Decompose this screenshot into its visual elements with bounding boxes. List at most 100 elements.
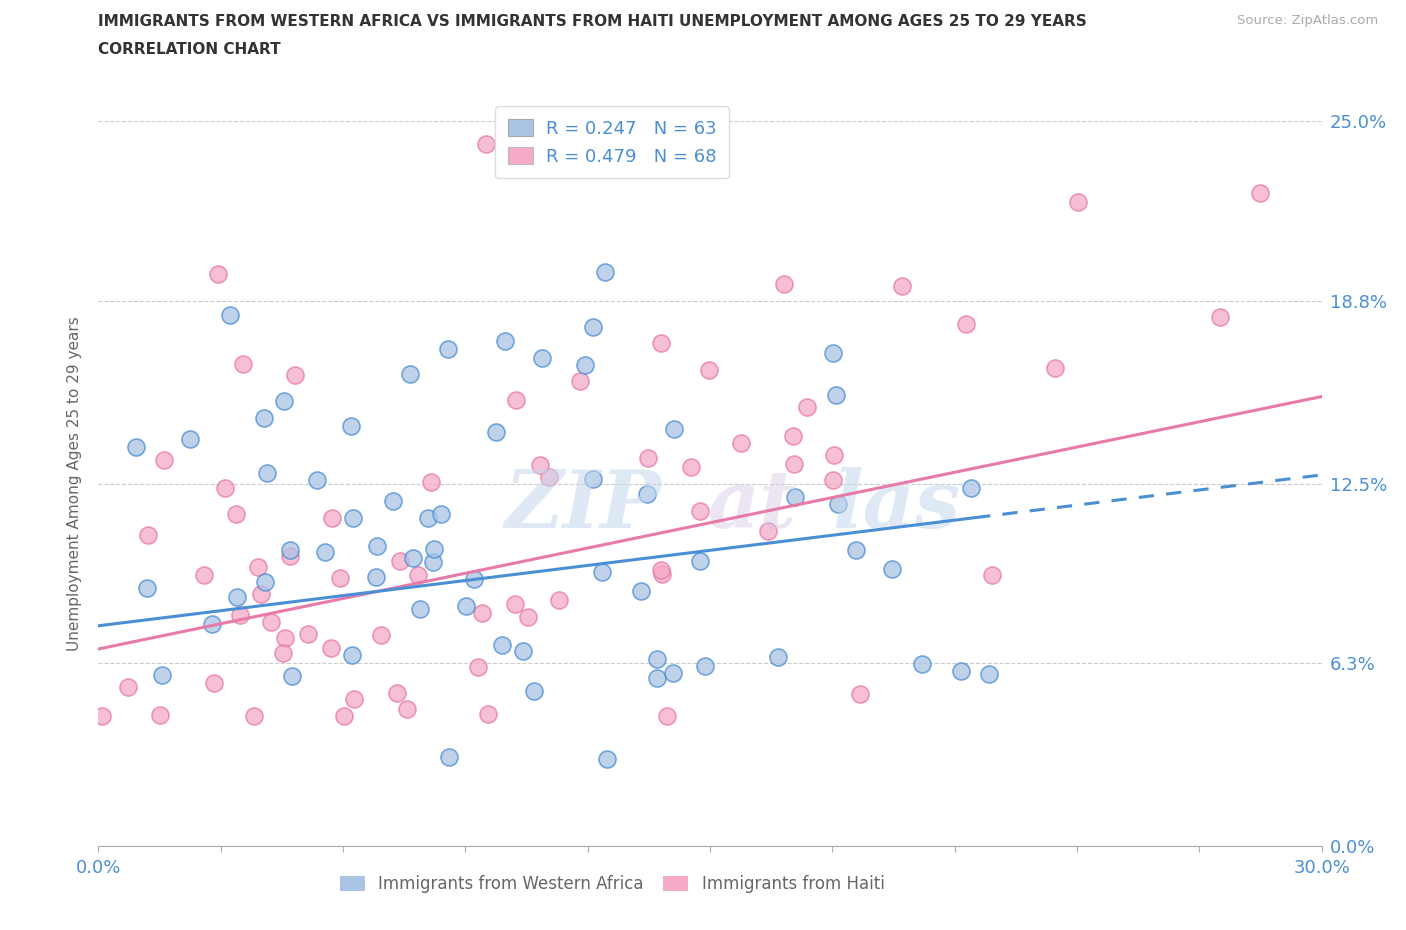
Point [697,363,720,378]
Point [260,615,283,630]
Point [297,626,319,641]
Point [689,553,711,568]
Point [193,567,215,582]
Point [474,137,498,152]
Point [821,473,844,488]
Point [232,357,254,372]
Point [849,687,872,702]
Point [477,706,499,721]
Point [273,394,295,409]
Point [783,457,806,472]
Point [91,709,114,724]
Point [273,646,295,661]
Point [645,671,668,685]
Point [503,596,526,611]
Point [387,686,409,701]
Point [1249,186,1271,201]
Point [321,641,343,656]
Point [202,675,225,690]
Point [581,319,603,334]
Point [152,668,174,683]
Point [782,429,804,444]
Point [662,421,685,436]
Point [537,470,560,485]
Point [422,555,444,570]
Point [756,524,779,538]
Point [512,644,534,658]
Point [136,527,159,542]
Point [467,659,489,674]
Text: las: las [832,467,960,544]
Point [117,680,139,695]
Point [179,432,201,446]
Point [1067,194,1090,209]
Point [342,511,364,525]
Point [423,541,446,556]
Point [333,709,356,724]
Point [246,560,269,575]
Point [201,617,224,631]
Point [650,336,672,351]
Point [382,494,405,509]
Text: at: at [709,467,797,544]
Text: IMMIGRANTS FROM WESTERN AFRICA VS IMMIGRANTS FROM HAITI UNEMPLOYMENT AMONG AGES : IMMIGRANTS FROM WESTERN AFRICA VS IMMIGR… [98,14,1087,29]
Point [529,458,551,472]
Point [823,448,845,463]
Point [366,539,388,554]
Point [651,566,673,581]
Point [406,567,429,582]
Point [825,387,848,402]
Point [636,487,658,502]
Point [548,592,571,607]
Point [910,657,932,671]
Point [305,472,328,487]
Point [647,651,669,666]
Point [253,410,276,425]
Point [574,357,596,372]
Point [494,334,516,349]
Text: Source: ZipAtlas.com: Source: ZipAtlas.com [1237,14,1378,27]
Point [485,424,508,439]
Point [845,542,868,557]
Point [491,638,513,653]
Point [693,658,716,673]
Point [1209,309,1232,324]
Point [364,569,387,584]
Point [153,453,176,468]
Point [340,418,363,433]
Point [827,497,849,512]
Point [256,465,278,480]
Point [891,279,914,294]
Point [340,647,363,662]
Point [796,400,818,415]
Point [229,607,252,622]
Point [523,684,546,698]
Point [280,542,302,557]
Point [219,308,242,323]
Point [278,549,301,564]
Point [436,341,458,356]
Point [582,472,605,487]
Point [505,392,527,407]
Point [591,565,613,579]
Point [637,450,659,465]
Point [650,563,672,578]
Point [655,709,678,724]
Point [689,503,711,518]
Point [773,277,796,292]
Point [214,480,236,495]
Point [569,374,592,389]
Point [630,584,652,599]
Point [281,669,304,684]
Point [135,580,157,595]
Point [149,708,172,723]
Point [274,631,297,645]
Point [679,459,702,474]
Point [370,628,392,643]
Point [409,602,432,617]
Point [125,440,148,455]
Point [402,551,425,565]
Point [430,507,453,522]
Point [730,435,752,450]
Point [950,664,973,679]
